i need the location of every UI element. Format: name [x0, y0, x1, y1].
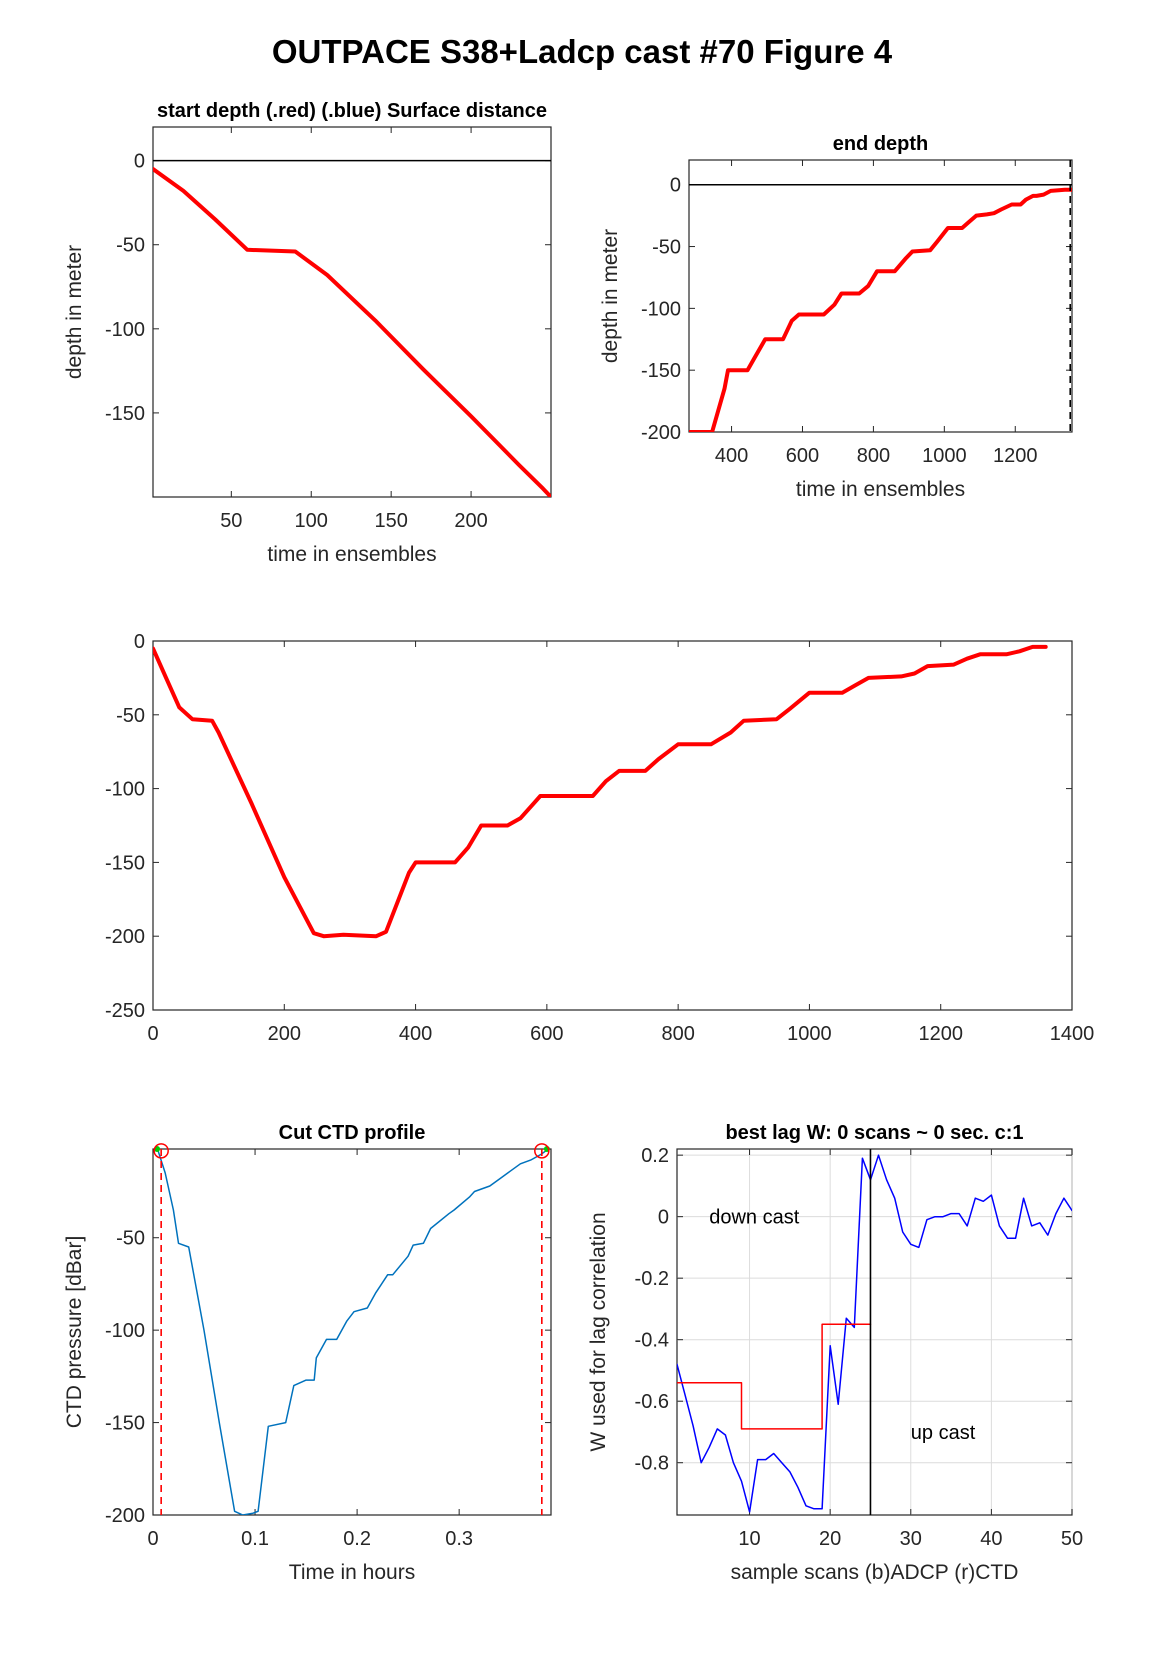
full-ytick-label-3: -100 [105, 779, 145, 801]
start-plot-area [153, 159, 551, 497]
start-ylabel: depth in meter [63, 245, 86, 379]
full-xtick-label-7: 1400 [1050, 1023, 1095, 1045]
ctd-xtick-label-1: 0.1 [241, 1528, 269, 1550]
lag-xtick-label-4: 50 [1061, 1528, 1083, 1550]
full-series-line-0 [153, 644, 1048, 939]
lag-plot-area [677, 1149, 1072, 1515]
lag-xtick-label-2: 30 [900, 1528, 922, 1550]
end-chart: 400 600 800 1000 1200 -200 -150 -100 -50 0 end dep… [599, 133, 1073, 501]
ctd-axes-frame [152, 1148, 552, 1516]
end-ytick-label-2: -100 [641, 298, 681, 320]
lag-ylabel: W used for lag correlation [587, 1212, 610, 1451]
lag-xtick-label-1: 20 [819, 1528, 841, 1550]
ctd-title: Cut CTD profile [279, 1122, 426, 1144]
ctd-plot-area [157, 1149, 547, 1515]
end-series-line-0 [689, 187, 1072, 432]
end-ytick-label-3: -50 [652, 237, 681, 259]
start-xtick-label-3: 200 [454, 510, 487, 532]
full-xtick-label-6: 1200 [918, 1023, 963, 1045]
start-series-line-0 [153, 167, 551, 497]
start-ytick-label-2: -50 [116, 235, 145, 257]
start-xtick-label-1: 100 [295, 510, 328, 532]
lag-ytick-label-2: -0.4 [635, 1330, 669, 1352]
end-plot-area [689, 160, 1072, 432]
figure-title: OUTPACE S38+Ladcp cast #70 Figure 4 [272, 33, 893, 70]
end-axes-frame [688, 159, 1073, 433]
ctd-ytick-label-0: -200 [105, 1505, 145, 1527]
ctd-circle-marker-1 [534, 1143, 550, 1159]
start-ytick-label-1: -100 [105, 319, 145, 341]
end-title: end depth [833, 133, 929, 155]
start-xtick-label-2: 150 [374, 510, 407, 532]
full-ytick-label-1: -200 [105, 926, 145, 948]
ctd-ylabel: CTD pressure [dBar] [63, 1236, 86, 1429]
start-ytick-label-3: 0 [134, 151, 145, 173]
full-chart: 0 200 400 600 800 1000 1200 1400 -250 -200 -150 -10… [105, 631, 1094, 1045]
lag-ytick-label-3: -0.2 [635, 1268, 669, 1290]
full-ytick-label-0: -250 [105, 1000, 145, 1022]
lag-xlabel: sample scans (b)ADCP (r)CTD [731, 1561, 1019, 1584]
lag-xtick-label-0: 10 [738, 1528, 760, 1550]
lag-chart: 10 20 30 40 50 -0.8 -0.6 -0.4 -0.2 0 0.2 best lag W… [587, 1122, 1083, 1584]
ctd-circle-marker-0 [153, 1143, 169, 1159]
full-xtick-label-1: 200 [268, 1023, 301, 1045]
full-xtick-label-3: 600 [530, 1023, 563, 1045]
full-ytick-label-5: 0 [134, 631, 145, 653]
full-xtick-label-0: 0 [147, 1023, 158, 1045]
lag-ytick-label-1: -0.6 [635, 1391, 669, 1413]
ctd-series-line-0 [157, 1150, 547, 1515]
lag-ytick-label-4: 0 [658, 1207, 669, 1229]
lag-annotation-0: down cast [709, 1207, 799, 1229]
end-ytick-label-1: -150 [641, 360, 681, 382]
full-axes-frame [152, 640, 1073, 1011]
end-ytick-label-4: 0 [670, 175, 681, 197]
full-xtick-label-5: 1000 [787, 1023, 832, 1045]
start-chart: 50 100 150 200 -150 -100 -50 0 start depth (.red… [63, 100, 552, 566]
start-xlabel: time in ensembles [267, 543, 436, 566]
lag-annotation-1: up cast [911, 1422, 976, 1444]
full-ytick-label-2: -150 [105, 852, 145, 874]
end-ylabel: depth in meter [599, 229, 622, 363]
start-title: start depth (.red) (.blue) Surface dista… [157, 100, 547, 122]
lag-axes-frame [676, 1148, 1073, 1516]
lag-series-line-1 [677, 1323, 872, 1430]
ctd-ytick-label-3: -50 [116, 1228, 145, 1250]
ctd-xlabel: Time in hours [289, 1561, 415, 1584]
start-ytick-label-0: -150 [105, 403, 145, 425]
start-axes-frame [152, 126, 552, 498]
end-xlabel: time in ensembles [796, 478, 965, 501]
end-xtick-label-0: 400 [715, 445, 748, 467]
lag-ytick-label-5: 0.2 [641, 1145, 669, 1167]
end-xtick-label-1: 600 [786, 445, 819, 467]
ctd-ytick-label-2: -100 [105, 1320, 145, 1342]
ctd-xtick-label-2: 0.2 [343, 1528, 371, 1550]
end-ytick-label-0: -200 [641, 422, 681, 444]
end-xtick-label-4: 1200 [993, 445, 1038, 467]
full-ytick-label-4: -50 [116, 705, 145, 727]
lag-xtick-label-3: 40 [980, 1528, 1002, 1550]
ctd-xtick-label-0: 0 [147, 1528, 158, 1550]
full-xtick-label-4: 800 [661, 1023, 694, 1045]
full-plot-area [153, 644, 1048, 939]
lag-ytick-label-0: -0.8 [635, 1453, 669, 1475]
lag-series-line-0 [677, 1154, 1072, 1513]
lag-title: best lag W: 0 scans ~ 0 sec. c:1 [725, 1122, 1023, 1144]
end-xtick-label-2: 800 [857, 445, 890, 467]
ctd-chart: 0 0.1 0.2 0.3 -200 -150 -100 -50 Cut CTD profile… [63, 1122, 552, 1584]
ctd-ytick-label-1: -150 [105, 1413, 145, 1435]
full-xtick-label-2: 400 [399, 1023, 432, 1045]
start-xtick-label-0: 50 [220, 510, 242, 532]
ctd-xtick-label-3: 0.3 [445, 1528, 473, 1550]
end-xtick-label-3: 1000 [922, 445, 967, 467]
